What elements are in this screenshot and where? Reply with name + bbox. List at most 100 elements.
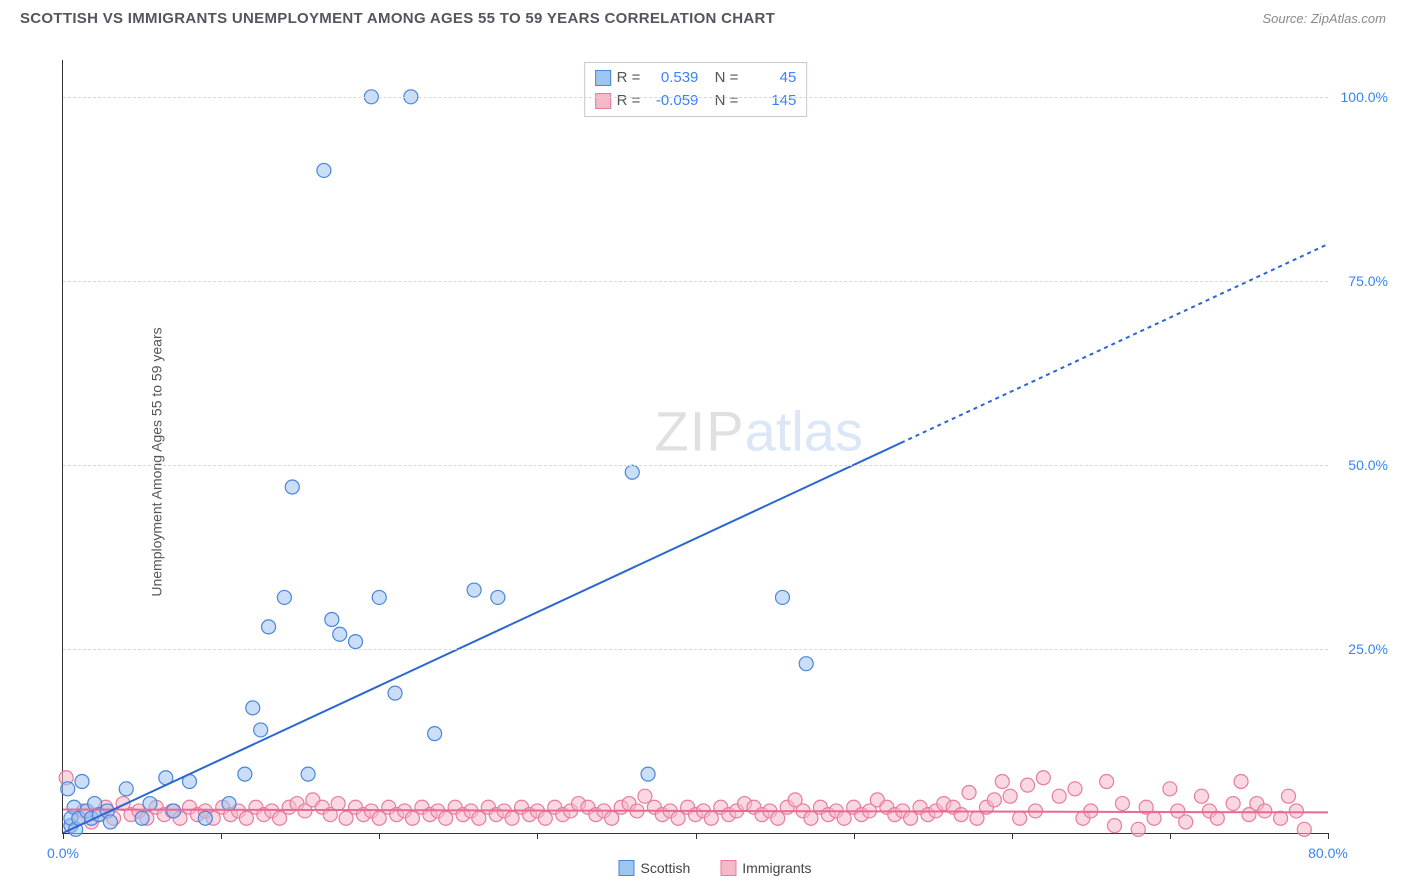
scatter-point (1281, 789, 1295, 803)
legend-swatch-scottish (618, 860, 634, 876)
regression-line-dashed (901, 244, 1328, 443)
scatter-point (641, 767, 655, 781)
scatter-point (954, 808, 968, 822)
scatter-point (143, 797, 157, 811)
scatter-point (1274, 811, 1288, 825)
scatter-point (837, 811, 851, 825)
scatter-point (198, 811, 212, 825)
scatter-point (671, 811, 685, 825)
scatter-point (1297, 822, 1311, 836)
stat-r-scottish: 0.539 (646, 67, 698, 90)
xtick (1012, 833, 1013, 839)
gridline-h (63, 281, 1328, 282)
scatter-point (775, 590, 789, 604)
swatch-immigrants (595, 93, 611, 109)
legend-item-immigrants: Immigrants (720, 860, 811, 876)
scatter-point (704, 811, 718, 825)
scatter-point (1013, 811, 1027, 825)
legend-item-scottish: Scottish (618, 860, 690, 876)
xtick (63, 833, 64, 839)
scatter-point (317, 163, 331, 177)
source-attribution: Source: ZipAtlas.com (1262, 11, 1386, 26)
legend-label-immigrants: Immigrants (742, 860, 811, 876)
plot-area: ZIPatlas R = 0.539 N = 45 R = -0.059 N =… (62, 60, 1328, 834)
scatter-point (904, 811, 918, 825)
scatter-point (962, 786, 976, 800)
scatter-point (238, 767, 252, 781)
scatter-point (372, 811, 386, 825)
scatter-point (119, 782, 133, 796)
scatter-point (799, 657, 813, 671)
scatter-point (61, 782, 75, 796)
plot-svg (63, 60, 1328, 833)
scatter-point (472, 811, 486, 825)
stats-legend-box: R = 0.539 N = 45 R = -0.059 N = 145 (584, 62, 808, 117)
scatter-point (467, 583, 481, 597)
scatter-point (1036, 771, 1050, 785)
xtick-label: 0.0% (47, 845, 79, 861)
scatter-point (771, 811, 785, 825)
scatter-point (301, 767, 315, 781)
scatter-point (1131, 822, 1145, 836)
scatter-point (167, 804, 181, 818)
stat-n-label: N = (715, 67, 739, 90)
stat-n-immigrants: 145 (744, 90, 796, 113)
scatter-point (605, 811, 619, 825)
scatter-point (135, 811, 149, 825)
stat-n-label-2: N = (715, 90, 739, 113)
scatter-point (625, 465, 639, 479)
gridline-h (63, 649, 1328, 650)
scatter-point (285, 480, 299, 494)
scatter-point (995, 774, 1009, 788)
scatter-point (103, 815, 117, 829)
scatter-point (804, 811, 818, 825)
scatter-point (339, 811, 353, 825)
scatter-point (638, 789, 652, 803)
source-prefix: Source: (1262, 11, 1310, 26)
scatter-point (75, 774, 89, 788)
legend-label-scottish: Scottish (640, 860, 690, 876)
scatter-point (254, 723, 268, 737)
scatter-point (1003, 789, 1017, 803)
scatter-point (538, 811, 552, 825)
xtick (1328, 833, 1329, 839)
chart-title: SCOTTISH VS IMMIGRANTS UNEMPLOYMENT AMON… (20, 10, 775, 27)
scatter-point (1226, 797, 1240, 811)
scatter-point (1289, 804, 1303, 818)
scatter-point (1052, 789, 1066, 803)
xtick (379, 833, 380, 839)
gridline-h (63, 97, 1328, 98)
scatter-point (222, 797, 236, 811)
scatter-point (1021, 778, 1035, 792)
scatter-point (388, 686, 402, 700)
stats-row-immigrants: R = -0.059 N = 145 (595, 90, 797, 113)
scatter-point (1210, 811, 1224, 825)
scatter-point (1068, 782, 1082, 796)
ytick-label: 100.0% (1341, 89, 1388, 105)
xtick (1170, 833, 1171, 839)
scatter-point (1115, 797, 1129, 811)
scatter-point (505, 811, 519, 825)
stat-r-label: R = (617, 67, 641, 90)
scatter-point (428, 727, 442, 741)
swatch-scottish (595, 70, 611, 86)
scatter-point (331, 797, 345, 811)
scatter-point (1147, 811, 1161, 825)
scatter-point (1195, 789, 1209, 803)
scatter-point (372, 590, 386, 604)
regression-line (63, 443, 901, 833)
scatter-point (1258, 804, 1272, 818)
scatter-point (405, 811, 419, 825)
scatter-point (1179, 815, 1193, 829)
scatter-point (970, 811, 984, 825)
stat-r-immigrants: -0.059 (646, 90, 698, 113)
stat-n-scottish: 45 (744, 67, 796, 90)
legend-bottom: Scottish Immigrants (618, 860, 811, 876)
xtick (537, 833, 538, 839)
scatter-point (349, 635, 363, 649)
gridline-h (63, 465, 1328, 466)
stat-r-label-2: R = (617, 90, 641, 113)
scatter-point (239, 811, 253, 825)
xtick (696, 833, 697, 839)
scatter-point (277, 590, 291, 604)
